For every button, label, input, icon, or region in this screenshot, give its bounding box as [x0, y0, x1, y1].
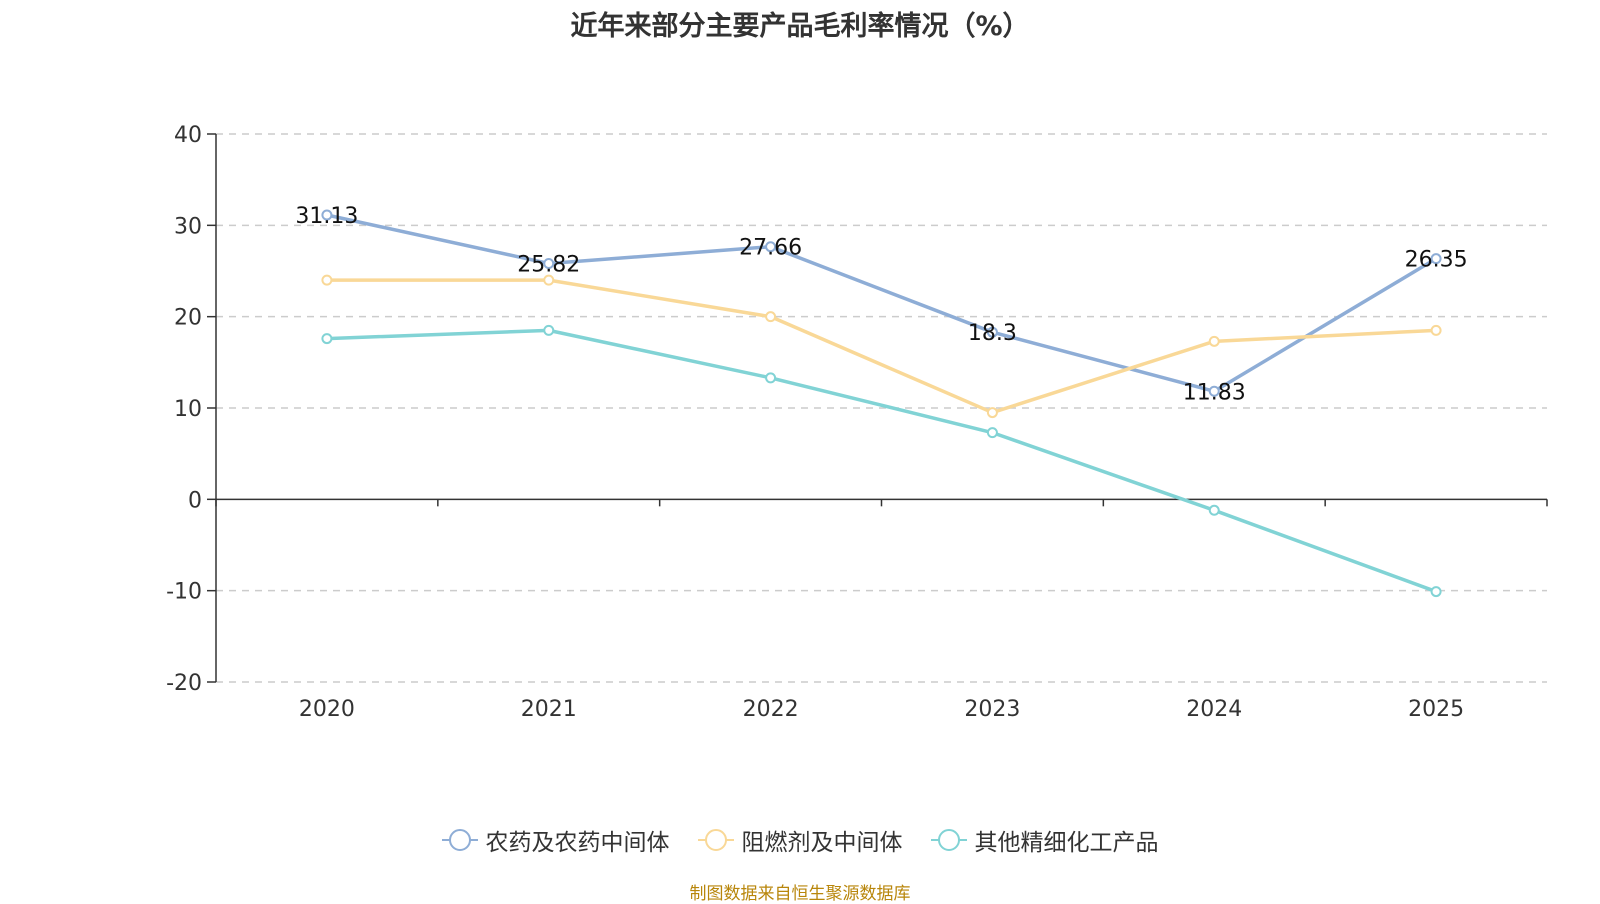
data-point [1208, 385, 1220, 397]
data-label: 27.66 [739, 236, 802, 261]
data-point [543, 324, 555, 336]
y-tick-label: 40 [174, 123, 202, 148]
series-line-2 [326, 278, 1437, 415]
grid-layer [216, 133, 1547, 683]
source-note: 制图数据来自恒生聚源数据库 [689, 884, 911, 904]
data-point [986, 427, 998, 439]
series-line-1 [326, 213, 1437, 394]
legend-line-circle-icon [930, 829, 967, 851]
x-tick-label: 2025 [1408, 697, 1464, 722]
data-point [1430, 324, 1442, 336]
series-line-3 [326, 328, 1437, 594]
y-tick-label: 0 [188, 488, 202, 513]
x-tick-label: 2022 [743, 697, 799, 722]
axis-layer: -20 -10 0 10 20 30 40 2020 2021 2022 2023 2024 2025 [166, 123, 1548, 722]
data-label: 25.82 [517, 253, 580, 278]
x-tick-label: 2021 [521, 697, 577, 722]
x-tick-label: 2024 [1186, 697, 1242, 722]
data-point [765, 241, 777, 253]
data-point [1430, 253, 1442, 265]
y-tick-label: -20 [166, 671, 202, 696]
data-point [765, 372, 777, 384]
data-label: 26.35 [1405, 248, 1468, 273]
data-point [543, 258, 555, 270]
data-label: 18.3 [968, 321, 1017, 346]
data-point [986, 407, 998, 419]
legend-item-1[interactable]: 农药及农药中间体 [441, 823, 670, 857]
y-tick-label: 20 [174, 306, 202, 331]
data-point [1430, 586, 1442, 598]
data-label: 11.83 [1183, 380, 1246, 405]
data-point [321, 274, 333, 286]
chart-title: 近年来部分主要产品毛利率情况（%） [570, 11, 1030, 42]
x-tick-label: 2020 [299, 697, 355, 722]
legend-label: 农药及农药中间体 [485, 830, 670, 856]
data-point [321, 333, 333, 345]
y-tick-label: 30 [174, 214, 202, 239]
data-label: 31.13 [295, 204, 358, 229]
legend-label: 阻燃剂及中间体 [741, 830, 903, 856]
legend-item-2[interactable]: 阻燃剂及中间体 [697, 823, 903, 857]
legend-line-circle-icon [697, 829, 734, 851]
x-tick-label: 2023 [964, 697, 1020, 722]
data-point [1208, 504, 1220, 516]
data-point [986, 326, 998, 338]
series-layer [321, 209, 1442, 598]
data-point [1208, 335, 1220, 347]
legend: 农药及农药中间体 阻燃剂及中间体 其他精细化工产品 [0, 820, 1600, 860]
legend-line-circle-icon [441, 829, 478, 851]
data-point [321, 209, 333, 221]
data-point [765, 311, 777, 323]
data-point [543, 274, 555, 286]
legend-label: 其他精细化工产品 [974, 830, 1159, 856]
y-tick-label: -10 [166, 580, 202, 605]
y-tick-label: 10 [174, 397, 202, 422]
legend-item-3[interactable]: 其他精细化工产品 [930, 823, 1159, 857]
data-label-layer: 31.13 25.82 27.66 18.3 11.83 26.35 [295, 204, 1467, 405]
